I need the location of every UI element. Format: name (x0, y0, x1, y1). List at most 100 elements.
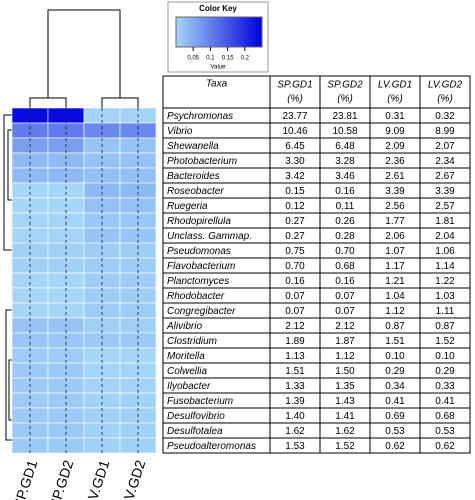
table-cell: 1.06 (435, 246, 455, 257)
table-cell: 0.27 (285, 216, 305, 227)
table-cell: 3.46 (335, 171, 355, 182)
table-cell: 0.31 (385, 111, 405, 122)
table-cell: 3.39 (385, 186, 405, 197)
heatmap-cell (47, 302, 85, 319)
table-cell: 2.57 (435, 201, 455, 212)
table-cell: 2.07 (435, 141, 455, 152)
table-cell: 0.29 (385, 366, 405, 377)
table-cell: 2.34 (435, 156, 455, 167)
heatmap-cell (83, 392, 121, 409)
taxon-label: Planctomyces (167, 276, 229, 287)
table-cell: 2.09 (385, 141, 405, 152)
table-cell: 0.10 (435, 351, 455, 362)
taxon-label: Bacteroides (167, 171, 220, 182)
table-cell: 1.39 (285, 396, 305, 407)
table-cell: 0.62 (385, 441, 405, 452)
taxon-label: Ruegeria (167, 201, 208, 212)
heatmap-cell (47, 362, 85, 379)
table-cell: 0.16 (335, 186, 355, 197)
taxon-label: Pseudoalteromonas (167, 441, 256, 452)
table-cell: 1.12 (335, 351, 355, 362)
heatmap-cell (47, 152, 85, 169)
heatmap-cell (47, 392, 85, 409)
taxon-label: Clostridium (167, 336, 217, 347)
table-header: Taxa (206, 79, 228, 90)
table-cell: 1.89 (285, 336, 305, 347)
color-key-label: Value (211, 65, 227, 71)
table-cell: 3.42 (285, 171, 305, 182)
table-cell: 1.50 (335, 366, 355, 377)
table-cell: 6.45 (285, 141, 305, 152)
heatmap-cell (11, 212, 49, 229)
table-header-unit: (%) (337, 94, 353, 105)
taxon-label: Congregibacter (167, 306, 236, 317)
table-cell: 0.16 (285, 276, 305, 287)
heatmap-cell (47, 272, 85, 289)
table-cell: 0.68 (335, 261, 355, 272)
column-label: SP.GD1 (10, 458, 41, 500)
heatmap-cell (83, 332, 121, 349)
table-cell: 0.10 (385, 351, 405, 362)
table-cell: 0.07 (285, 306, 305, 317)
heatmap-cell (11, 242, 49, 259)
table-cell: 2.12 (285, 321, 305, 332)
table-cell: 0.34 (385, 381, 405, 392)
table-cell: 0.12 (285, 201, 305, 212)
taxon-label: Rhodobacter (167, 291, 225, 302)
column-label: LV.GD2 (118, 458, 148, 500)
table-cell: 0.41 (435, 396, 455, 407)
table-cell: 1.22 (435, 276, 455, 287)
table-cell: 1.87 (335, 336, 355, 347)
taxon-label: Photobacterium (167, 156, 237, 167)
color-key-tick-label: 0.2 (241, 56, 250, 62)
table-cell: 2.36 (385, 156, 405, 167)
taxon-label: Ilyobacter (167, 381, 211, 392)
taxon-label: Shewanella (167, 141, 219, 152)
table-cell: 2.67 (435, 171, 455, 182)
taxon-label: Rhodopirellula (167, 216, 231, 227)
table-cell: 1.21 (385, 276, 405, 287)
table-cell: 1.52 (435, 336, 455, 347)
table-cell: 10.46 (282, 126, 307, 137)
heatmap-cell (83, 212, 121, 229)
heatmap-cell (83, 302, 121, 319)
heatmap-cell (119, 392, 157, 409)
table-cell: 1.14 (435, 261, 455, 272)
color-key-tick-label: 0.15 (222, 56, 234, 62)
heatmap-cell (11, 362, 49, 379)
table-cell: 1.62 (335, 426, 355, 437)
heatmap-cell (47, 212, 85, 229)
table-border (162, 75, 471, 454)
table-cell: 1.81 (435, 216, 455, 227)
table-cell: 1.12 (385, 306, 405, 317)
heatmap-cell (47, 332, 85, 349)
table-cell: 3.28 (335, 156, 355, 167)
table-cell: 0.28 (335, 231, 355, 242)
taxon-label: Desulfovibrio (167, 411, 225, 422)
table-header-unit: (%) (437, 94, 453, 105)
taxon-label: Alivibrio (166, 321, 202, 332)
table-cell: 0.26 (335, 216, 355, 227)
table-cell: 3.30 (285, 156, 305, 167)
column-label: SP.GD2 (46, 458, 77, 500)
table-cell: 0.75 (285, 246, 305, 257)
table-cell: 2.04 (435, 231, 455, 242)
row-dendrogram (3, 114, 12, 441)
table-cell: 23.81 (332, 111, 357, 122)
table-cell: 1.11 (436, 306, 455, 317)
heatmap-cell (119, 152, 157, 169)
table-cell: 1.77 (385, 216, 405, 227)
table-cell: 1.13 (285, 351, 305, 362)
taxon-label: Desulfotalea (167, 426, 223, 437)
table-cell: 1.04 (385, 291, 405, 302)
color-key-bar (175, 16, 263, 48)
heatmap-cell (83, 272, 121, 289)
heatmap-cell (47, 122, 85, 139)
heatmap-cell (47, 182, 85, 199)
table-cell: 0.33 (435, 381, 455, 392)
heatmap-cell (83, 422, 121, 439)
heatmap-cell (11, 422, 49, 439)
table-cell: 0.29 (435, 366, 455, 377)
heatmap-cell (83, 152, 121, 169)
